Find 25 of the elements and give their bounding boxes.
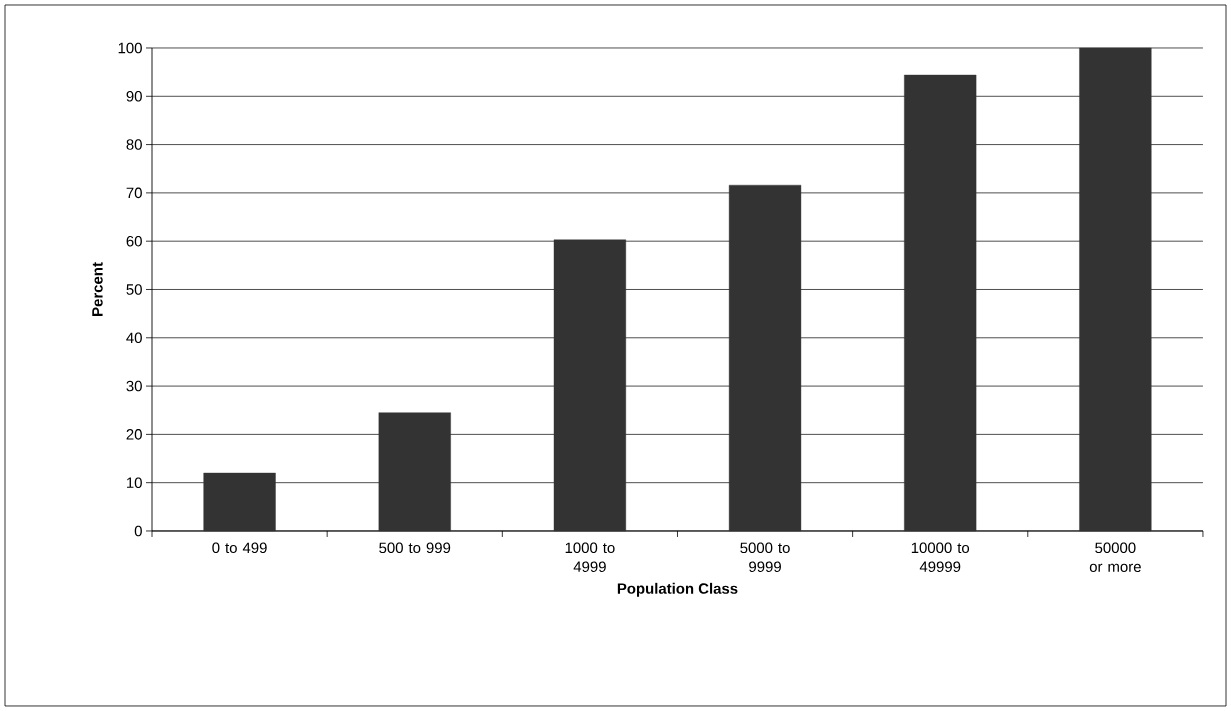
x-tick-label: 500 to 999 — [379, 542, 451, 554]
y-tick-label: 80 — [126, 139, 142, 150]
bar — [378, 412, 451, 532]
y-axis-title: Percent — [92, 262, 103, 316]
y-tick-label: 40 — [126, 332, 142, 344]
y-tick-label: 30 — [126, 380, 142, 392]
bar — [904, 74, 977, 532]
y-tick-label: 50 — [126, 284, 142, 295]
y-tick-label: 0 — [134, 525, 142, 537]
y-tick-label: 70 — [126, 187, 142, 199]
bar — [1079, 47, 1152, 532]
x-axis-title: Population Class — [617, 582, 738, 597]
y-tick-label: 100 — [118, 42, 142, 54]
y-tick-label: 60 — [126, 235, 142, 247]
x-tick-label: 10000 to 49999 — [911, 542, 970, 573]
bar — [203, 472, 276, 532]
x-tick-label: 1000 to 4999 — [565, 542, 615, 573]
bar — [728, 184, 802, 532]
x-tick-label: 0 to 499 — [212, 542, 267, 554]
y-tick-label: 90 — [126, 90, 142, 102]
bar — [553, 239, 627, 532]
x-tick-label: 5000 to 9999 — [740, 542, 790, 573]
x-tick-label: 50000 or more — [1089, 542, 1141, 573]
y-tick-label: 10 — [127, 477, 142, 488]
y-tick-label: 20 — [126, 429, 142, 440]
